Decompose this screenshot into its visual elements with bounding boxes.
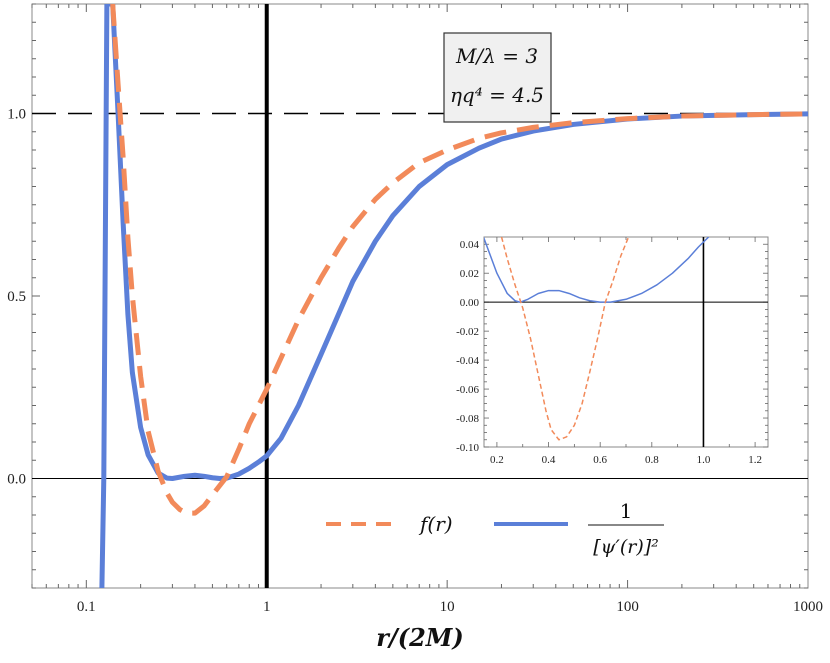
inset-series-f-line <box>500 237 630 441</box>
inset-series <box>484 237 710 441</box>
series-inv-line <box>99 4 808 588</box>
inset-y-tick-label: 0.02 <box>460 268 479 280</box>
x-tick-label: 10 <box>440 599 455 615</box>
y-tick-label: 0.5 <box>7 289 26 305</box>
x-tick-label: 1000 <box>793 599 823 615</box>
legend-label-inv-denominator: [ψ′(r)]² <box>593 536 659 558</box>
inset-x-tick-label: 1.2 <box>748 454 762 466</box>
x-axis-label: r/(2M) <box>376 623 463 652</box>
inset-y-tick-label: -0.04 <box>456 355 479 367</box>
parameters-box: M/λ = 3 ηq⁴ = 4.5 <box>443 32 552 123</box>
inset-x-tick-label: 0.2 <box>490 454 504 466</box>
main-tick-labels: 0.1 1 10 100 1000 0.0 0.5 1.0 <box>7 107 823 616</box>
inset-x-tick-label: 0.6 <box>593 454 607 466</box>
series-f-line <box>110 4 808 516</box>
y-tick-label: 1.0 <box>7 107 26 123</box>
inset-x-tick-label: 0.4 <box>542 454 556 466</box>
inset-series-inv-line <box>484 237 710 303</box>
inset-y-tick-label: -0.02 <box>456 326 479 338</box>
inset-y-tick-label: -0.10 <box>456 442 479 454</box>
legend-label-f: f(r) <box>418 512 453 536</box>
inset-plot: 0.2 0.4 0.6 0.8 1.0 1.2 0.04 0.02 0.00 -0.02 -0.04… <box>456 236 769 466</box>
x-tick-label: 1 <box>263 599 271 615</box>
inset-y-tick-label: -0.06 <box>456 384 479 396</box>
inset-x-tick-label: 1.0 <box>697 454 711 466</box>
x-tick-label: 100 <box>616 599 639 615</box>
param-line-1: M/λ = 3 <box>455 44 538 68</box>
inset-tick-labels: 0.2 0.4 0.6 0.8 1.0 1.2 0.04 0.02 0.00 -0.02 -0.04… <box>456 239 762 466</box>
inset-y-tick-label: -0.08 <box>456 413 479 425</box>
inset-ticks <box>484 237 768 448</box>
inset-x-tick-label: 0.8 <box>645 454 659 466</box>
legend-label-inv-numerator: 1 <box>620 499 633 523</box>
inset-reference-lines <box>484 237 768 447</box>
main-series <box>99 4 808 588</box>
y-tick-label: 0.0 <box>7 472 26 488</box>
inset-frame <box>483 236 769 448</box>
x-tick-label: 0.1 <box>77 599 96 615</box>
param-line-2: ηq⁴ = 4.5 <box>450 83 544 107</box>
inset-y-tick-label: 0.04 <box>460 239 480 251</box>
inset-y-tick-label: 0.00 <box>460 297 480 309</box>
legend: f(r) 1 [ψ′(r)]² <box>326 499 664 558</box>
